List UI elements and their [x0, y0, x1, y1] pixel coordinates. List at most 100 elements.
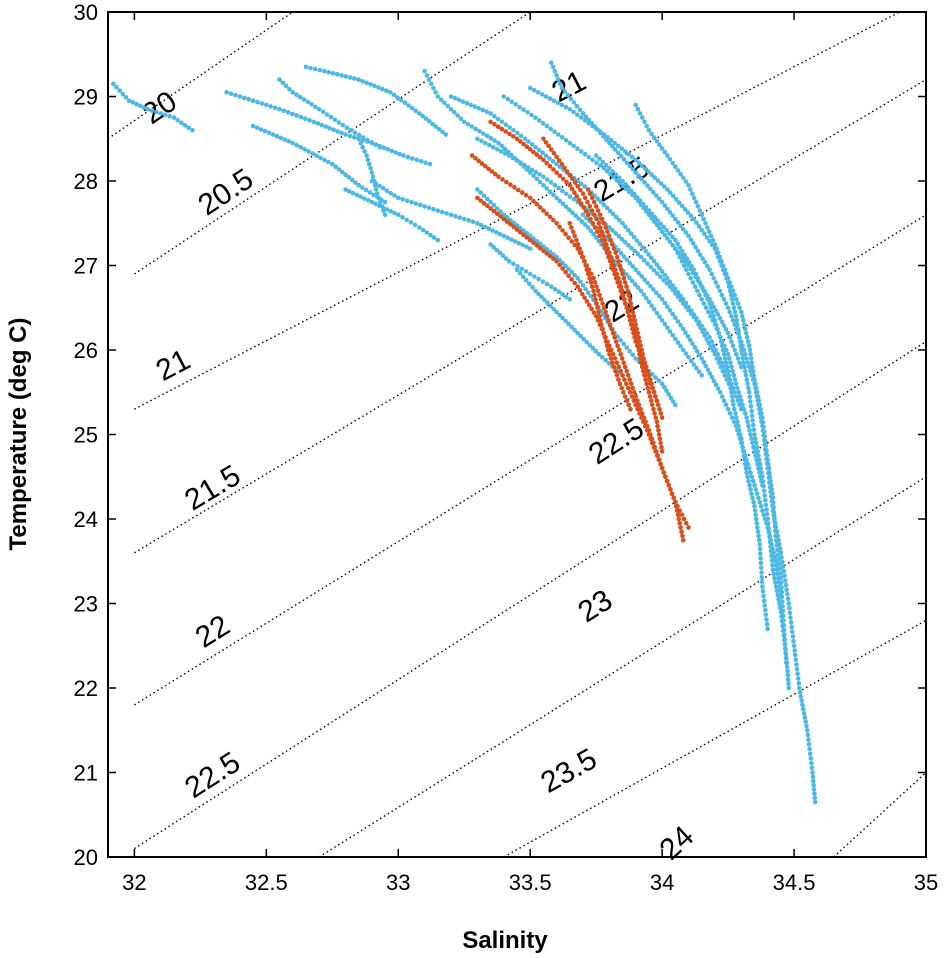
data-point	[589, 284, 595, 289]
data-point	[771, 509, 777, 515]
data-point	[667, 284, 673, 289]
data-point	[656, 432, 662, 437]
data-point	[516, 187, 521, 193]
data-point	[676, 516, 682, 522]
data-point	[711, 275, 716, 281]
data-point	[564, 169, 570, 174]
data-point	[502, 151, 508, 156]
data-point	[742, 326, 748, 332]
data-point	[659, 229, 665, 234]
data-point	[554, 154, 559, 160]
data-point	[735, 301, 741, 306]
data-point	[653, 415, 658, 420]
data-point	[673, 237, 678, 243]
data-point	[708, 344, 714, 350]
data-point	[352, 130, 358, 135]
data-point	[572, 327, 577, 333]
data-point	[683, 230, 689, 235]
data-point	[611, 364, 617, 370]
data-point	[489, 169, 495, 174]
data-point	[629, 188, 634, 194]
data-point	[760, 482, 765, 488]
data-point	[646, 389, 652, 395]
data-point	[537, 154, 543, 160]
data-point	[393, 150, 398, 155]
data-point	[518, 133, 524, 139]
data-point	[757, 470, 762, 475]
data-point	[587, 342, 593, 348]
data-point	[428, 81, 434, 87]
data-point	[613, 267, 618, 273]
data-point	[575, 330, 580, 336]
data-point	[585, 187, 591, 192]
data-point	[600, 301, 605, 306]
data-point	[544, 177, 550, 182]
data-point	[747, 428, 752, 433]
data-point	[649, 172, 654, 177]
data-point	[290, 111, 295, 117]
data-point	[801, 706, 806, 712]
data-point	[554, 73, 559, 78]
data-point	[706, 309, 711, 315]
data-point	[632, 318, 638, 323]
data-point	[334, 72, 340, 77]
data-point	[715, 284, 721, 289]
data-point	[475, 187, 480, 192]
data-point	[380, 185, 386, 191]
data-point	[589, 208, 595, 213]
data-point	[515, 130, 520, 136]
data-point	[559, 161, 565, 167]
data-point	[579, 219, 585, 224]
data-point	[347, 133, 353, 139]
data-point	[665, 304, 670, 310]
data-point	[350, 190, 356, 196]
data-point	[527, 237, 533, 243]
data-point	[633, 339, 638, 344]
data-point	[258, 127, 264, 132]
data-point	[762, 603, 767, 608]
data-point	[505, 96, 511, 102]
data-point	[617, 280, 623, 285]
data-point	[488, 199, 493, 205]
data-point	[640, 201, 646, 207]
data-point	[653, 394, 658, 399]
data-point	[616, 347, 622, 353]
data-point	[580, 191, 586, 196]
data-point	[560, 266, 565, 271]
data-point	[658, 274, 663, 280]
data-point	[575, 275, 580, 281]
data-point	[536, 291, 541, 297]
data-point	[360, 78, 365, 84]
data-point	[759, 579, 765, 585]
data-point	[657, 314, 662, 320]
data-point	[547, 253, 553, 259]
data-point	[571, 197, 577, 202]
data-point	[773, 559, 778, 564]
data-point	[598, 199, 603, 204]
data-point	[667, 210, 673, 215]
data-point	[537, 245, 543, 251]
data-point	[771, 500, 776, 505]
data-point	[683, 259, 689, 265]
data-point	[584, 339, 589, 345]
data-point	[367, 190, 373, 195]
data-point	[589, 195, 595, 201]
data-point	[563, 294, 569, 300]
data-point	[281, 108, 287, 114]
data-point	[642, 277, 647, 282]
data-point	[575, 184, 580, 189]
data-point	[723, 360, 729, 366]
data-point	[423, 160, 428, 165]
data-point	[684, 256, 690, 261]
data-point	[732, 406, 737, 412]
data-point	[130, 100, 136, 105]
data-point	[769, 558, 775, 563]
data-point	[673, 402, 678, 408]
data-point	[627, 297, 633, 302]
data-point	[571, 143, 576, 149]
data-point	[727, 280, 732, 285]
data-point	[309, 102, 314, 107]
data-point	[724, 377, 730, 382]
data-point	[673, 216, 678, 222]
data-point	[748, 432, 753, 437]
